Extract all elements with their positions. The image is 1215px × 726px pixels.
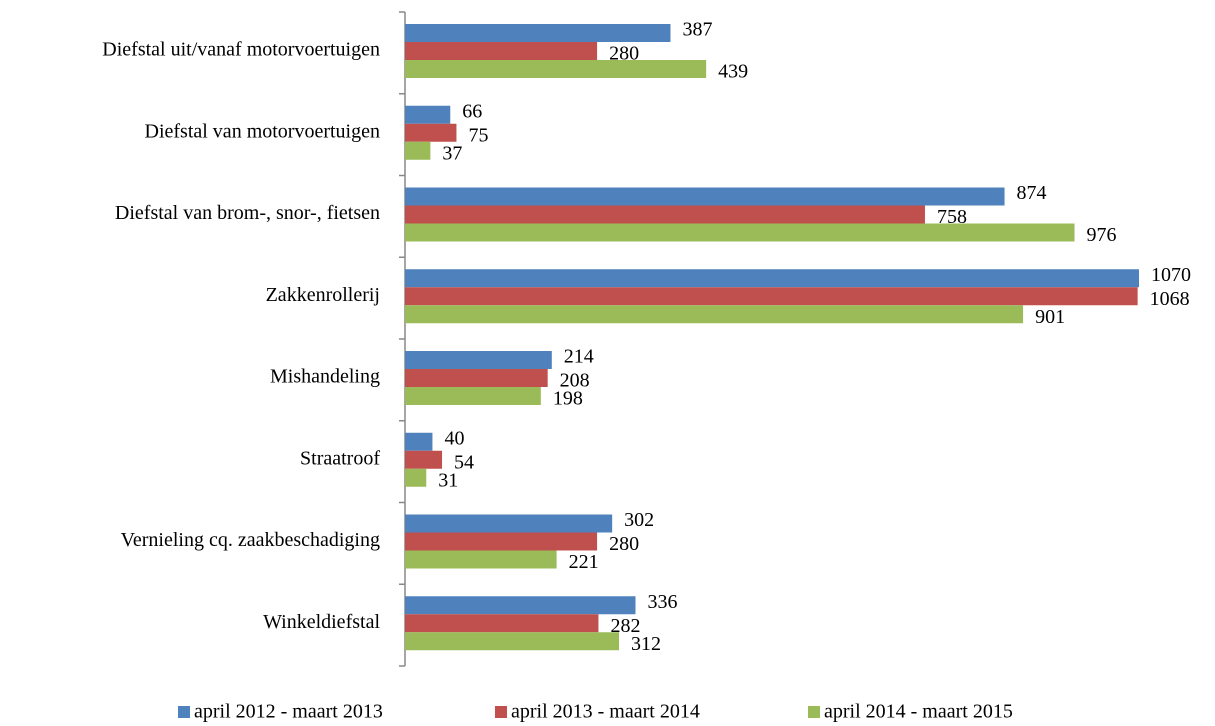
bar xyxy=(405,223,1075,242)
category-label: Vernieling cq. zaakbeschadiging xyxy=(121,529,380,551)
bar xyxy=(405,269,1139,288)
data-label: 282 xyxy=(610,615,640,637)
data-label: 874 xyxy=(1017,182,1047,204)
data-label: 37 xyxy=(442,142,462,164)
bar xyxy=(405,42,598,60)
legend-swatch xyxy=(178,706,190,718)
data-label: 387 xyxy=(682,19,712,41)
data-label: 312 xyxy=(631,633,661,655)
bar xyxy=(405,387,541,405)
data-label: 439 xyxy=(718,61,748,83)
bar xyxy=(405,468,427,487)
category-label: Diefstal van brom-, snor-, fietsen xyxy=(115,202,380,224)
category-label: Winkeldiefstal xyxy=(263,611,380,633)
data-label: 1068 xyxy=(1150,288,1190,310)
bar xyxy=(405,614,599,633)
bar xyxy=(405,287,1138,306)
legend-swatch xyxy=(808,706,820,718)
category-label: Zakkenrollerij xyxy=(266,284,380,306)
data-label: 198 xyxy=(553,388,583,410)
data-label: 54 xyxy=(454,451,474,473)
data-label: 1070 xyxy=(1151,264,1191,286)
bar xyxy=(405,187,1005,206)
bar xyxy=(405,514,613,533)
data-label: 40 xyxy=(444,427,464,449)
category-label: Mishandeling xyxy=(270,366,380,388)
data-label: 214 xyxy=(564,346,594,368)
bar xyxy=(405,141,431,160)
legend-swatch xyxy=(495,706,507,718)
data-label: 302 xyxy=(624,509,654,531)
bar xyxy=(405,532,598,551)
data-label: 221 xyxy=(569,551,599,573)
data-label: 336 xyxy=(647,591,677,613)
bar xyxy=(405,105,451,124)
bar xyxy=(405,205,925,224)
category-label: Straatroof xyxy=(300,447,380,469)
data-label: 208 xyxy=(560,370,590,392)
data-label: 280 xyxy=(609,533,639,555)
data-label: 75 xyxy=(468,124,488,146)
category-label: Diefstal uit/vanaf motorvoertuigen xyxy=(102,39,380,61)
bar xyxy=(405,305,1024,324)
data-label: 66 xyxy=(462,100,482,122)
data-label: 280 xyxy=(609,43,639,65)
bar xyxy=(405,369,548,387)
data-label: 976 xyxy=(1087,224,1117,246)
bar xyxy=(405,596,636,615)
bar xyxy=(405,450,443,469)
data-label: 758 xyxy=(937,206,967,228)
data-label: 31 xyxy=(438,469,458,491)
bar xyxy=(405,60,707,78)
bar xyxy=(405,550,557,569)
data-label: 901 xyxy=(1035,306,1065,328)
legend-label: april 2013 - maart 2014 xyxy=(511,701,700,723)
bar xyxy=(405,123,457,142)
bar xyxy=(405,24,671,42)
bar xyxy=(405,432,433,451)
bar xyxy=(405,632,620,651)
category-label: Diefstal van motorvoertuigen xyxy=(145,120,381,142)
legend-label: april 2014 - maart 2015 xyxy=(824,701,1013,723)
legend-label: april 2012 - maart 2013 xyxy=(194,701,383,723)
bar xyxy=(405,351,552,369)
